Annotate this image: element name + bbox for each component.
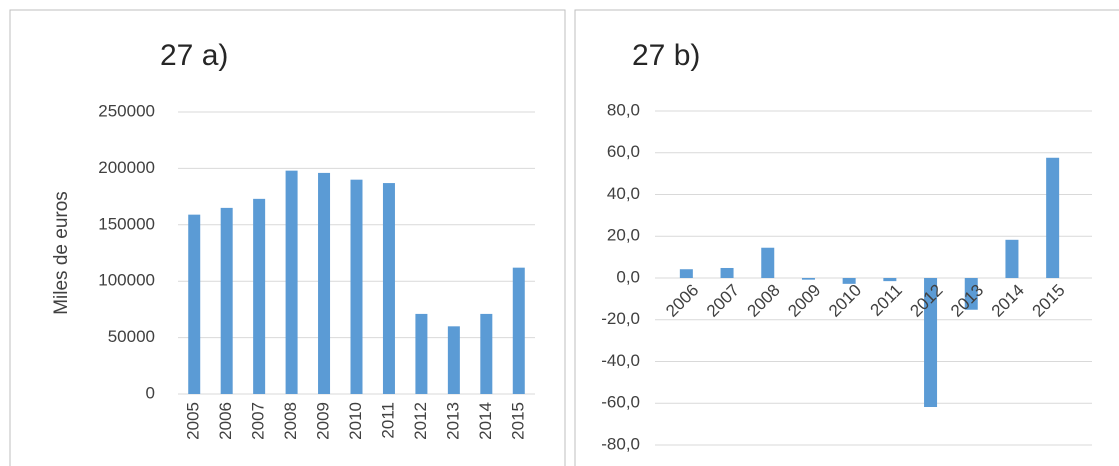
x-tick-label: 2009 bbox=[784, 281, 824, 321]
bar bbox=[220, 207, 233, 394]
x-tick-label: 2009 bbox=[314, 402, 333, 440]
bar bbox=[382, 183, 395, 394]
y-tick-label: 250000 bbox=[98, 101, 155, 120]
y-tick-label: -80,0 bbox=[601, 434, 640, 453]
chart-title: 27 b) bbox=[632, 39, 700, 72]
x-tick-label: 2008 bbox=[281, 402, 300, 440]
y-tick-label: 0 bbox=[146, 383, 155, 402]
bar bbox=[801, 278, 815, 280]
y-tick-label: 0,0 bbox=[616, 267, 640, 286]
bar bbox=[883, 278, 897, 282]
y-tick-label: 100000 bbox=[98, 271, 155, 290]
bar bbox=[285, 170, 298, 394]
x-tick-label: 2015 bbox=[508, 402, 527, 440]
y-tick-label: -60,0 bbox=[601, 393, 640, 412]
x-tick-label: 2012 bbox=[411, 402, 430, 440]
chart-a-frame bbox=[9, 9, 566, 466]
y-tick-label: -40,0 bbox=[601, 351, 640, 370]
x-tick-label: 2007 bbox=[703, 281, 743, 321]
x-tick-label: 2015 bbox=[1028, 281, 1068, 321]
x-tick-label: 2007 bbox=[249, 402, 268, 440]
y-tick-label: 40,0 bbox=[607, 184, 640, 203]
y-tick-label: 60,0 bbox=[607, 142, 640, 161]
x-tick-label: 2006 bbox=[216, 402, 235, 440]
x-tick-label: 2011 bbox=[867, 281, 906, 320]
y-tick-label: 50000 bbox=[108, 327, 155, 346]
bar bbox=[188, 214, 201, 394]
x-tick-label: 2010 bbox=[346, 402, 365, 440]
bar bbox=[924, 278, 938, 408]
y-tick-label: 80,0 bbox=[607, 100, 640, 119]
bar bbox=[318, 172, 331, 394]
chart-title: 27 a) bbox=[160, 39, 228, 72]
bar bbox=[253, 198, 266, 394]
bar bbox=[415, 313, 428, 394]
x-tick-label: 2005 bbox=[184, 402, 203, 440]
bar bbox=[447, 326, 460, 394]
y-tick-label: 150000 bbox=[98, 214, 155, 233]
bar bbox=[480, 313, 493, 394]
bar bbox=[720, 267, 734, 278]
y-tick-label: 20,0 bbox=[607, 226, 640, 245]
y-tick-label: -20,0 bbox=[601, 309, 640, 328]
bar bbox=[964, 278, 978, 310]
y-axis-label: Miles de euros bbox=[51, 191, 72, 315]
x-tick-label: 2013 bbox=[443, 402, 462, 440]
bar bbox=[512, 267, 525, 394]
x-tick-label: 2013 bbox=[947, 281, 987, 321]
bar bbox=[842, 278, 856, 284]
x-tick-label: 2010 bbox=[825, 281, 865, 321]
bar bbox=[1005, 239, 1019, 278]
bar bbox=[350, 179, 363, 394]
y-tick-label: 200000 bbox=[98, 158, 155, 177]
x-tick-label: 2014 bbox=[988, 281, 1028, 321]
x-tick-label: 2008 bbox=[744, 281, 784, 321]
bar bbox=[679, 269, 693, 278]
x-tick-label: 2006 bbox=[662, 281, 702, 321]
bar bbox=[761, 247, 775, 278]
x-tick-label: 2014 bbox=[476, 402, 495, 440]
bar bbox=[1046, 157, 1060, 278]
x-tick-label: 2011 bbox=[378, 402, 397, 439]
chart-b-frame bbox=[574, 9, 1119, 466]
